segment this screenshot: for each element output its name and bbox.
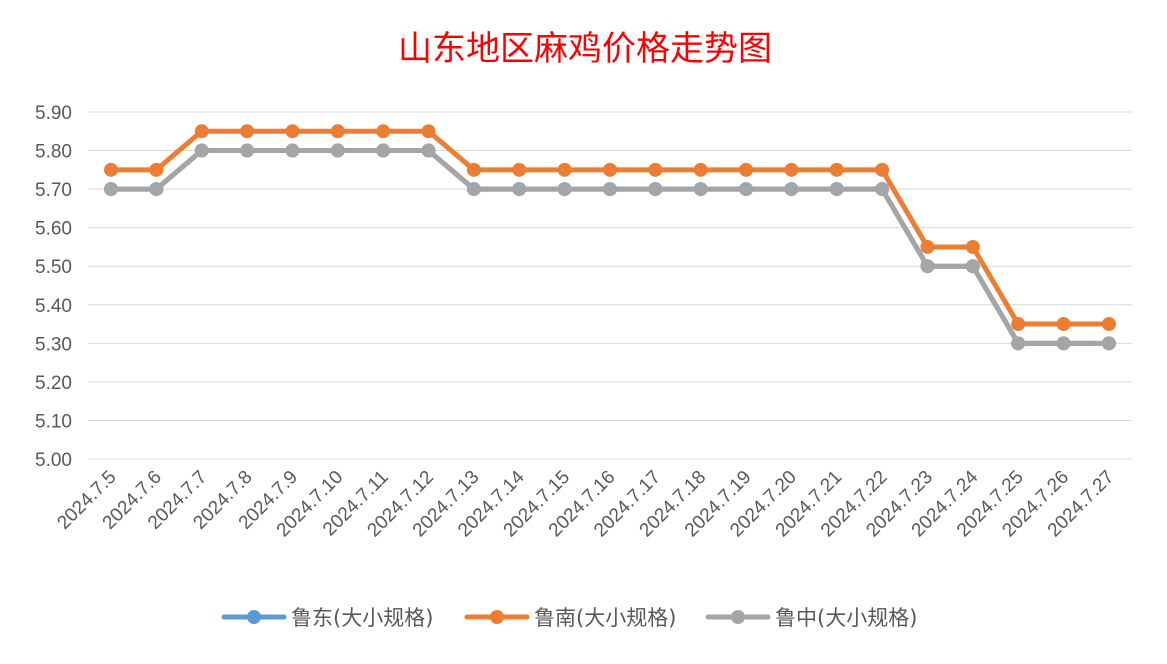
legend-swatch-marker	[731, 610, 745, 624]
data-point	[739, 182, 754, 197]
data-point	[421, 143, 436, 158]
data-point	[920, 239, 935, 254]
data-point	[149, 182, 164, 197]
data-point	[557, 162, 572, 177]
chart-title: 山东地区麻鸡价格走势图	[398, 29, 772, 69]
y-tick-label: 5.30	[35, 334, 72, 355]
y-tick-label: 5.20	[35, 373, 72, 394]
data-point	[602, 182, 617, 197]
legend-item: 鲁中(大小规格)	[705, 606, 917, 630]
data-point	[194, 143, 209, 158]
data-point	[1011, 336, 1026, 351]
data-point	[693, 182, 708, 197]
data-point	[285, 143, 300, 158]
y-tick-label: 5.70	[35, 180, 72, 201]
legend-label: 鲁东(大小规格)	[291, 606, 433, 630]
data-point	[240, 143, 255, 158]
gridlines	[88, 111, 1132, 460]
data-point	[557, 182, 572, 197]
data-point	[285, 124, 300, 139]
data-point	[693, 162, 708, 177]
data-point	[512, 162, 527, 177]
data-point	[602, 162, 617, 177]
data-point	[1056, 317, 1071, 332]
data-point	[104, 182, 118, 197]
data-point	[875, 162, 890, 177]
data-point	[194, 124, 209, 139]
data-point	[920, 259, 935, 274]
y-axis-ticks: 5.00 5.10 5.20 5.30 5.40 5.50 5.60 5.70 5.80 5.90	[35, 103, 72, 471]
data-point	[104, 162, 118, 177]
data-point	[376, 124, 391, 139]
series-lines	[104, 124, 1116, 351]
legend-swatch-marker	[247, 610, 261, 624]
data-point	[512, 182, 527, 197]
data-point	[149, 162, 164, 177]
legend-item: 鲁南(大小规格)	[464, 606, 676, 630]
data-point	[1056, 336, 1071, 351]
data-point	[1101, 317, 1116, 332]
legend-swatch-marker	[490, 610, 504, 624]
y-tick-label: 5.90	[35, 103, 72, 124]
legend: 鲁东(大小规格) 鲁南(大小规格) 鲁中(大小规格)	[221, 606, 917, 630]
data-point	[466, 162, 481, 177]
data-point	[240, 124, 255, 139]
y-tick-label: 5.00	[35, 450, 72, 471]
data-point	[421, 124, 436, 139]
y-tick-label: 5.10	[35, 411, 72, 432]
data-point	[739, 162, 754, 177]
data-point	[875, 182, 890, 197]
data-point	[965, 259, 980, 274]
y-tick-label: 5.80	[35, 142, 72, 163]
data-point	[330, 124, 345, 139]
y-tick-label: 5.60	[35, 219, 72, 240]
series-2	[104, 124, 1116, 332]
data-point	[330, 143, 345, 158]
y-tick-label: 5.50	[35, 257, 72, 278]
data-point	[829, 182, 844, 197]
y-tick-label: 5.40	[35, 296, 72, 317]
legend-label: 鲁中(大小规格)	[775, 606, 917, 630]
data-point	[784, 162, 799, 177]
data-point	[648, 162, 663, 177]
data-point	[829, 162, 844, 177]
data-point	[376, 143, 391, 158]
legend-label: 鲁南(大小规格)	[534, 606, 676, 630]
data-point	[1011, 317, 1026, 332]
data-point	[965, 239, 980, 254]
data-point	[648, 182, 663, 197]
data-point	[1101, 336, 1116, 351]
data-point	[466, 182, 481, 197]
series-3	[104, 143, 1116, 351]
legend-item: 鲁东(大小规格)	[221, 606, 433, 630]
data-point	[784, 182, 799, 197]
